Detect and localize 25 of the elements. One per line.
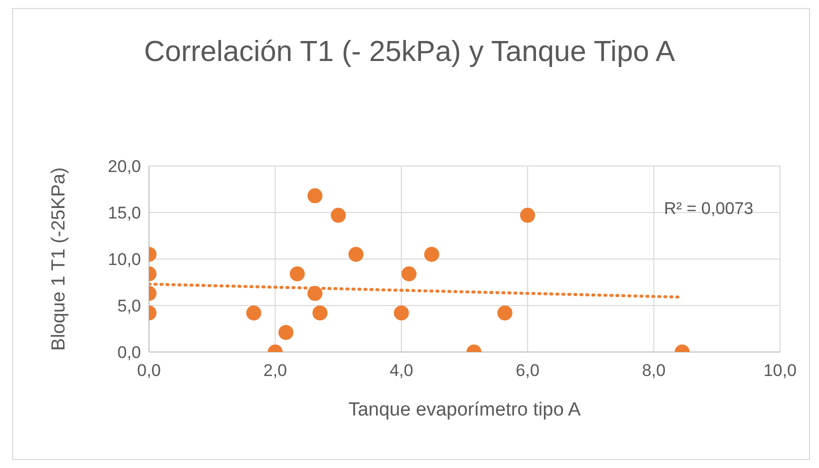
x-tick-label: 10,0 bbox=[763, 361, 797, 380]
point bbox=[278, 324, 294, 340]
y-tick-label: 0,0 bbox=[117, 343, 141, 362]
x-tick-label: 0,0 bbox=[137, 361, 161, 380]
x-tick-label: 8,0 bbox=[642, 361, 666, 380]
point bbox=[330, 208, 346, 223]
y-tick-label: 10,0 bbox=[108, 250, 141, 270]
x-tick-label: 6,0 bbox=[516, 361, 540, 380]
point bbox=[401, 266, 416, 282]
point bbox=[290, 266, 305, 282]
annotation: R² = 0,0073 bbox=[664, 199, 754, 219]
chart-title: Correlación T1 (- 25kPa) y Tanque Tipo A bbox=[143, 36, 676, 69]
point bbox=[394, 305, 409, 320]
y-tick-label: 15,0 bbox=[108, 204, 141, 223]
x-tick-label: 2,0 bbox=[263, 361, 288, 380]
point bbox=[312, 305, 328, 320]
point bbox=[307, 188, 322, 204]
point bbox=[348, 246, 364, 262]
x-axis-title: Tanque evaporímetro tipo A bbox=[348, 399, 582, 420]
y-tick-label: 5,0 bbox=[117, 296, 141, 316]
y-axis-title: Bloque 1 T1 (-25KPa) bbox=[48, 167, 70, 351]
y-tick-label: 20,0 bbox=[108, 157, 141, 176]
x-tick-label: 4,0 bbox=[390, 361, 414, 380]
point bbox=[307, 286, 322, 301]
point bbox=[424, 246, 440, 262]
